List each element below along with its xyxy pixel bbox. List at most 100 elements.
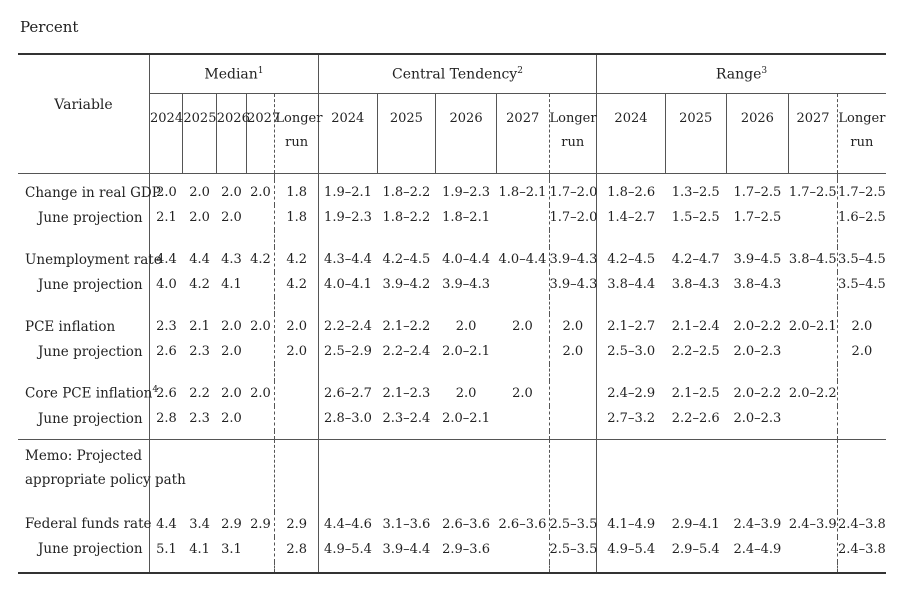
range-cell: 2.0–2.3 xyxy=(733,411,782,426)
table-row: Change in real GDP 2.0 2.0 2.0 2.0 1.8 1.9–2.1… xyxy=(18,180,886,205)
median-cell xyxy=(274,381,319,406)
table-row: June projection 2.1 2.0 2.0 1.8 1.9–2.3 1.8–2.… xyxy=(18,205,886,230)
tendency-cell xyxy=(496,406,550,431)
row-label: June projection xyxy=(18,205,150,230)
range-cell: 3.8–4.4 xyxy=(607,277,656,292)
range-cell: 1.4–2.7 xyxy=(607,210,656,225)
year-header: 2025 xyxy=(182,93,217,174)
central-tendency-header: Central Tendency2 xyxy=(318,54,598,94)
row-label: June projection xyxy=(18,406,150,431)
median-header: Median1 xyxy=(149,54,319,94)
range-cell: 2.0–2.2 xyxy=(788,381,838,406)
range-cell: 3.5–4.5 xyxy=(837,277,886,292)
median-cell: 2.8 xyxy=(274,536,319,562)
row-label: Unemployment rate xyxy=(18,247,162,272)
median-cell xyxy=(246,339,276,364)
range-cell: 1.8–2.6 xyxy=(607,185,656,200)
range-cell: 2.1–2.7 xyxy=(607,319,656,334)
tendency-cell: 3.9–4.3 xyxy=(549,272,597,297)
range-cell xyxy=(788,205,838,230)
range-cell xyxy=(788,536,838,562)
median-cell: 2.0 xyxy=(221,411,242,426)
range-cell: 2.1–2.5 xyxy=(671,386,720,401)
row-label: Federal funds rate xyxy=(18,511,152,537)
range-cell xyxy=(788,339,838,364)
longer-run-header: Longer run xyxy=(549,93,598,174)
median-cell xyxy=(246,406,276,431)
tendency-cell: 2.3–2.4 xyxy=(382,411,431,426)
tendency-cell: 2.6–3.6 xyxy=(496,511,550,537)
range-cell: 2.0–2.2 xyxy=(733,319,782,334)
median-cell: 5.1 xyxy=(156,541,177,557)
median-cell: 2.3 xyxy=(156,319,177,334)
variable-header: Variable xyxy=(18,54,150,174)
tendency-cell: 2.9–3.6 xyxy=(442,541,490,557)
table-row: June projection 5.1 4.1 3.1 2.8 4.9–5.4 3.9–4.… xyxy=(18,536,886,562)
memo-row: Memo: Projected appropriate policy path xyxy=(18,439,886,512)
median-cell xyxy=(246,205,276,230)
median-cell: 2.0 xyxy=(156,185,177,200)
median-cell: 4.2 xyxy=(189,277,210,292)
range-cell: 2.4–3.8 xyxy=(837,541,886,557)
year-header: 2027 xyxy=(246,93,280,174)
median-cell: 2.2 xyxy=(189,386,210,401)
median-cell: 2.8 xyxy=(156,411,177,426)
tendency-cell: 4.0–4.4 xyxy=(442,252,490,267)
range-cell: 2.4–3.9 xyxy=(788,511,838,537)
tendency-cell xyxy=(496,536,550,562)
range-cell xyxy=(837,406,886,431)
range-cell: 3.9–4.5 xyxy=(733,252,782,267)
tendency-cell: 2.6–2.7 xyxy=(324,386,372,401)
range-header: Range3 xyxy=(596,54,886,94)
tendency-cell: 2.2–2.4 xyxy=(324,319,372,334)
median-cell: 2.6 xyxy=(156,386,177,401)
median-cell: 2.0 xyxy=(246,180,276,205)
range-cell: 4.2–4.7 xyxy=(671,252,720,267)
tendency-cell: 2.0 xyxy=(549,339,598,364)
range-cell: 2.0 xyxy=(851,344,873,359)
median-cell xyxy=(246,536,276,562)
median-cell: 4.4 xyxy=(156,516,177,532)
median-cell: 2.9 xyxy=(274,511,319,537)
year-header: 2024 xyxy=(318,93,378,174)
range-cell: 2.2–2.5 xyxy=(671,344,720,359)
tendency-cell: 4.0–4.4 xyxy=(496,247,550,272)
range-cell: 3.5–4.5 xyxy=(837,252,886,267)
year-header: 2026 xyxy=(435,93,497,174)
tendency-cell: 2.1–2.2 xyxy=(382,319,431,334)
year-header: 2025 xyxy=(377,93,437,174)
median-cell: 2.0 xyxy=(274,314,319,339)
year-header: 2027 xyxy=(496,93,550,174)
row-label: PCE inflation xyxy=(18,314,150,339)
table-row: June projection 2.6 2.3 2.0 2.0 2.5–2.9 2.2–2.… xyxy=(18,339,886,364)
tendency-cell: 1.8–2.2 xyxy=(382,210,431,225)
tendency-cell: 2.0 xyxy=(496,314,550,339)
median-cell: 4.4 xyxy=(156,252,177,267)
range-cell: 1.7–2.5 xyxy=(733,185,782,200)
range-cell: 2.0–2.1 xyxy=(788,314,838,339)
range-cell: 4.9–5.4 xyxy=(607,541,656,557)
range-cell: 2.1–2.4 xyxy=(671,319,720,334)
tendency-cell xyxy=(549,406,598,431)
range-cell xyxy=(788,406,838,431)
row-label: Change in real GDP xyxy=(18,180,161,205)
median-cell: 1.8 xyxy=(274,205,319,230)
median-cell: 4.3 xyxy=(221,252,242,267)
median-cell: 4.1 xyxy=(189,541,210,557)
median-cell xyxy=(246,272,276,297)
range-cell: 2.4–4.9 xyxy=(733,541,782,557)
tendency-cell: 1.9–2.3 xyxy=(442,185,490,200)
median-cell: 4.4 xyxy=(189,252,210,267)
range-cell: 2.9–5.4 xyxy=(671,541,720,557)
median-cell: 2.1 xyxy=(189,319,210,334)
tendency-cell: 4.0–4.1 xyxy=(324,277,372,292)
median-cell: 2.0 xyxy=(246,381,276,406)
median-cell: 2.6 xyxy=(156,344,177,359)
range-cell: 2.0–2.3 xyxy=(733,344,782,359)
tendency-cell: 4.3–4.4 xyxy=(324,252,372,267)
table-body: Change in real GDP 2.0 2.0 2.0 2.0 1.8 1.9–2.1… xyxy=(18,173,886,573)
table-header: Variable Median1 Central Tendency2 Range… xyxy=(18,54,886,174)
median-cell: 3.4 xyxy=(189,516,210,532)
tendency-cell: 4.4–4.6 xyxy=(324,516,372,532)
range-cell: 2.2–2.6 xyxy=(671,411,720,426)
